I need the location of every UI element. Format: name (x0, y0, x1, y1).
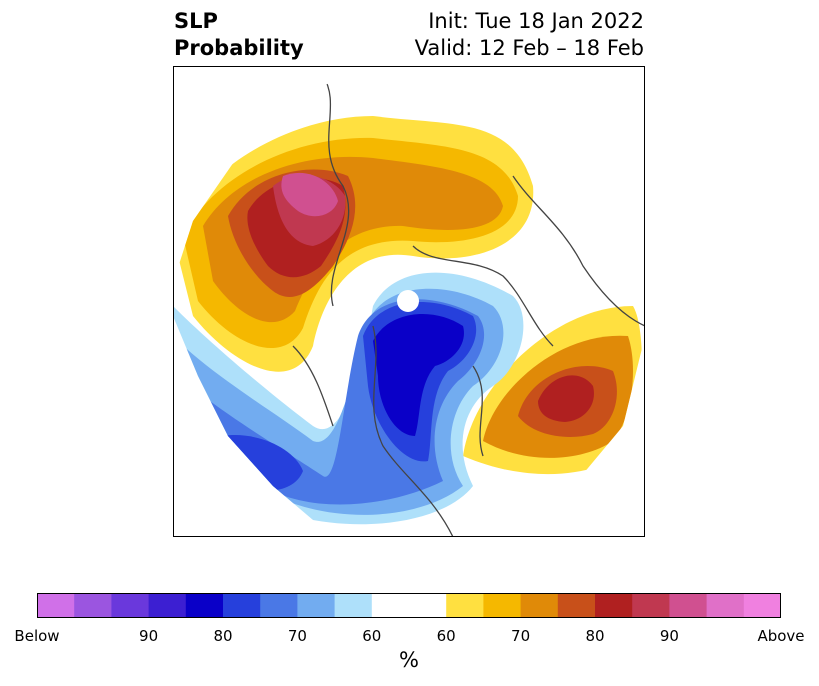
above-region-atlantic-85 (538, 375, 594, 422)
colorbar-swatch (37, 593, 75, 618)
colorbar-swatch (557, 593, 596, 618)
valid-range: Valid: 12 Feb – 18 Feb (414, 36, 644, 60)
colorbar-swatch (185, 593, 224, 618)
colorbar-swatch (669, 593, 708, 618)
variable-title: SLP (174, 9, 218, 33)
variable-subtitle: Probability (174, 36, 304, 60)
colorbar-tick-label: Below (14, 627, 60, 645)
colorbar-swatch (260, 593, 298, 618)
colorbar-swatch (446, 593, 484, 618)
colorbar (37, 593, 781, 618)
north-pole-marker (397, 290, 419, 312)
colorbar-tick-label: 70 (511, 627, 531, 645)
colorbar-tick-label: 60 (436, 627, 456, 645)
title-right: Init: Tue 18 Jan 2022 Valid: 12 Feb – 18… (415, 8, 644, 62)
map-panel (173, 66, 645, 537)
colorbar-swatch (595, 593, 633, 618)
colorbar-swatch (371, 593, 410, 618)
colorbar-tick-label: Above (757, 627, 805, 645)
colorbar-swatch (520, 593, 559, 618)
colorbar-swatch (297, 593, 336, 618)
title-left: SLP Probability (174, 8, 304, 62)
colorbar-tick-label: 80 (213, 627, 233, 645)
colorbar-border (37, 593, 781, 618)
colorbar-swatch (334, 593, 373, 618)
colorbar-swatch (483, 593, 522, 618)
colorbar-swatch (706, 593, 745, 618)
colorbar-tick-label: 80 (585, 627, 605, 645)
probability-field (173, 66, 645, 537)
colorbar-swatch (409, 593, 447, 618)
colorbar-unit-label: % (399, 648, 419, 672)
colorbar-tick-label: 70 (287, 627, 307, 645)
above-region-europe-95 (281, 172, 338, 217)
colorbar-swatch (743, 593, 781, 618)
colorbar-tick-label: 90 (139, 627, 159, 645)
init-date: Init: Tue 18 Jan 2022 (428, 9, 644, 33)
below-region-arctic-85 (373, 314, 464, 436)
coastlines (292, 75, 645, 537)
colorbar-swatch (111, 593, 150, 618)
map-border (173, 66, 645, 537)
colorbar-tick-label: 60 (362, 627, 382, 645)
colorbar-swatch (223, 593, 261, 618)
colorbar-tick-label: 90 (659, 627, 679, 645)
colorbar-swatch (74, 593, 112, 618)
colorbar-swatch (148, 593, 187, 618)
colorbar-swatch (632, 593, 670, 618)
